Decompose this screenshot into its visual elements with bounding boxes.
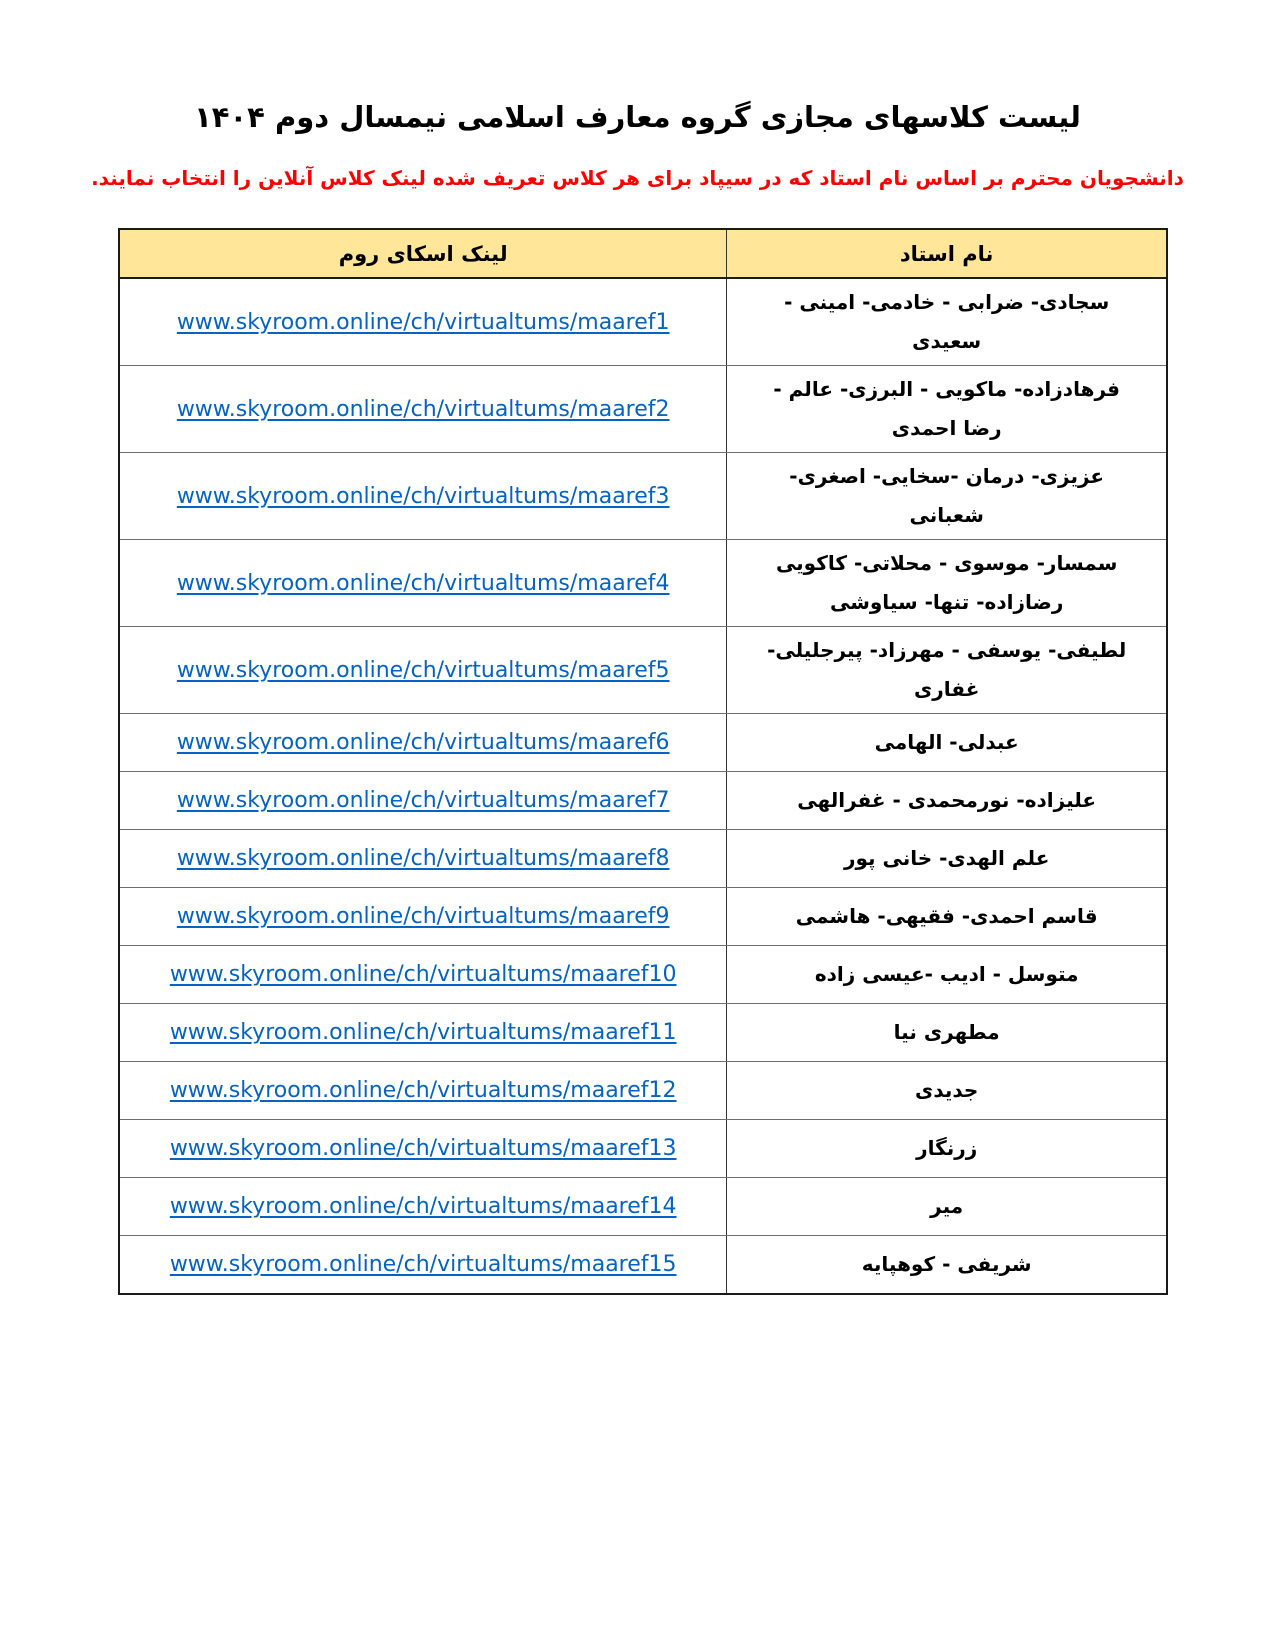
skyroom-link[interactable]: www.skyroom.online/ch/virtualtums/maaref… (176, 657, 670, 683)
table-row: شریفی - کوهپایه www.skyroom.online/ch/vi… (118, 1235, 1168, 1294)
table-header-row: نام استاد لینک اسکای روم (118, 228, 1168, 279)
skyroom-link[interactable]: www.skyroom.online/ch/virtualtums/maaref… (176, 846, 670, 871)
professor-names: سجادی- ضرابی - خادمی- امینی - سعیدی (726, 277, 1168, 366)
skyroom-link[interactable]: www.skyroom.online/ch/virtualtums/maaref… (176, 904, 670, 929)
table-row: زرنگار www.skyroom.online/ch/virtualtums… (118, 1119, 1168, 1178)
instruction-text: دانشجویان محترم بر اساس نام استاد که در … (91, 166, 1184, 190)
professor-column-header: نام استاد (726, 228, 1168, 279)
link-cell: www.skyroom.online/ch/virtualtums/maaref… (118, 626, 728, 714)
link-cell: www.skyroom.online/ch/virtualtums/maaref… (118, 945, 728, 1004)
table-row: مطهری نیا www.skyroom.online/ch/virtualt… (118, 1003, 1168, 1062)
professor-names: متوسل - ادیب -عیسی زاده (726, 945, 1168, 1004)
professor-names: شریفی - کوهپایه (726, 1235, 1168, 1294)
table-row: عبدلی- الهامی www.skyroom.online/ch/virt… (118, 713, 1168, 772)
skyroom-link[interactable]: www.skyroom.online/ch/virtualtums/maaref… (169, 1020, 677, 1045)
professor-names: قاسم احمدی- فقیهی- هاشمی (726, 887, 1168, 946)
skyroom-link[interactable]: www.skyroom.online/ch/virtualtums/maaref… (169, 962, 677, 987)
skyroom-link[interactable]: www.skyroom.online/ch/virtualtums/maaref… (169, 1194, 677, 1219)
link-cell: www.skyroom.online/ch/virtualtums/maaref… (118, 887, 728, 946)
table-row: علم الهدی- خانی پور www.skyroom.online/c… (118, 829, 1168, 888)
skyroom-link[interactable]: www.skyroom.online/ch/virtualtums/maaref… (176, 309, 670, 335)
table-row: عزیزی- درمان -سخایی- اصغری- شعبانی www.s… (118, 452, 1168, 540)
professor-names: علیزاده- نورمحمدی - غفرالهی (726, 771, 1168, 830)
link-cell: www.skyroom.online/ch/virtualtums/maaref… (118, 771, 728, 830)
professor-names: جدیدی (726, 1061, 1168, 1120)
table-row: جدیدی www.skyroom.online/ch/virtualtums/… (118, 1061, 1168, 1120)
professor-names: مطهری نیا (726, 1003, 1168, 1062)
professor-names: عبدلی- الهامی (726, 713, 1168, 772)
link-cell: www.skyroom.online/ch/virtualtums/maaref… (118, 1235, 728, 1294)
link-cell: www.skyroom.online/ch/virtualtums/maaref… (118, 365, 728, 453)
professor-names: میر (726, 1177, 1168, 1236)
skyroom-link[interactable]: www.skyroom.online/ch/virtualtums/maaref… (176, 483, 670, 509)
skyroom-link[interactable]: www.skyroom.online/ch/virtualtums/maaref… (176, 730, 670, 755)
link-cell: www.skyroom.online/ch/virtualtums/maaref… (118, 1061, 728, 1120)
professor-names: عزیزی- درمان -سخایی- اصغری- شعبانی (726, 452, 1168, 540)
skyroom-link[interactable]: www.skyroom.online/ch/virtualtums/maaref… (176, 570, 670, 596)
link-cell: www.skyroom.online/ch/virtualtums/maaref… (118, 452, 728, 540)
table-row: سمسار- موسوی - محلاتی- کاکویی رضازاده- ت… (118, 539, 1168, 627)
table-row: میر www.skyroom.online/ch/virtualtums/ma… (118, 1177, 1168, 1236)
skyroom-link[interactable]: www.skyroom.online/ch/virtualtums/maaref… (169, 1251, 677, 1277)
link-cell: www.skyroom.online/ch/virtualtums/maaref… (118, 539, 728, 627)
skyroom-link[interactable]: www.skyroom.online/ch/virtualtums/maaref… (169, 1136, 677, 1161)
table-row: علیزاده- نورمحمدی - غفرالهی www.skyroom.… (118, 771, 1168, 830)
skyroom-link[interactable]: www.skyroom.online/ch/virtualtums/maaref… (176, 788, 670, 813)
class-links-table: نام استاد لینک اسکای روم سجادی- ضرابی - … (118, 228, 1168, 1295)
professor-names: علم الهدی- خانی پور (726, 829, 1168, 888)
link-cell: www.skyroom.online/ch/virtualtums/maaref… (118, 829, 728, 888)
skyroom-link[interactable]: www.skyroom.online/ch/virtualtums/maaref… (176, 396, 670, 422)
table-row: لطیفی- یوسفی - مهرزاد- پیرجلیلی- غفاری w… (118, 626, 1168, 714)
professor-names: سمسار- موسوی - محلاتی- کاکویی رضازاده- ت… (726, 539, 1168, 627)
table-row: متوسل - ادیب -عیسی زاده www.skyroom.onli… (118, 945, 1168, 1004)
table-row: سجادی- ضرابی - خادمی- امینی - سعیدی www.… (118, 277, 1168, 366)
link-cell: www.skyroom.online/ch/virtualtums/maaref… (118, 1119, 728, 1178)
professor-names: لطیفی- یوسفی - مهرزاد- پیرجلیلی- غفاری (726, 626, 1168, 714)
link-cell: www.skyroom.online/ch/virtualtums/maaref… (118, 713, 728, 772)
link-column-header: لینک اسکای روم (118, 228, 728, 279)
link-cell: www.skyroom.online/ch/virtualtums/maaref… (118, 1177, 728, 1236)
link-cell: www.skyroom.online/ch/virtualtums/maaref… (118, 1003, 728, 1062)
professor-names: زرنگار (726, 1119, 1168, 1178)
link-cell: www.skyroom.online/ch/virtualtums/maaref… (118, 277, 728, 366)
professor-names: فرهادزاده- ماکویی - البرزی- عالم - رضا ا… (726, 365, 1168, 453)
skyroom-link[interactable]: www.skyroom.online/ch/virtualtums/maaref… (169, 1078, 677, 1103)
page-title: لیست کلاسهای مجازی گروه معارف اسلامی نیم… (194, 100, 1081, 134)
table-row: فرهادزاده- ماکویی - البرزی- عالم - رضا ا… (118, 365, 1168, 453)
table-row: قاسم احمدی- فقیهی- هاشمی www.skyroom.onl… (118, 887, 1168, 946)
